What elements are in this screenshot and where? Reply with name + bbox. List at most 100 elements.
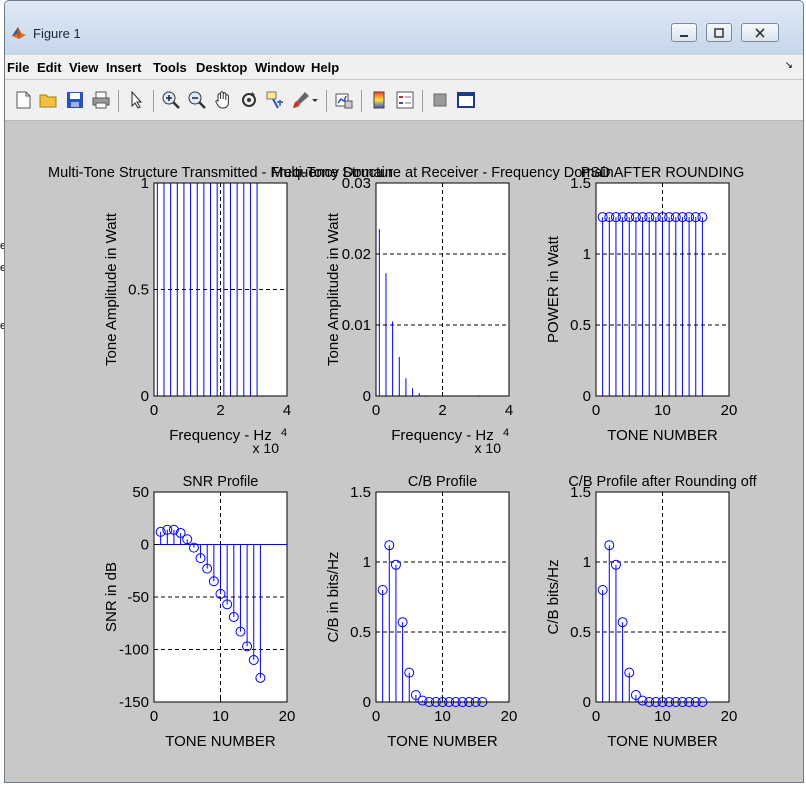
- x-tick-label: 10: [212, 708, 229, 725]
- data-point-marker: [670, 212, 681, 223]
- minimize-icon: [680, 34, 688, 37]
- y-axis-label: POWER in Watt: [545, 235, 562, 343]
- data-point-marker: [390, 559, 401, 570]
- y-tick-label: 0.5: [570, 317, 591, 334]
- legend-icon[interactable]: [395, 90, 415, 110]
- data-point-marker: [657, 212, 668, 223]
- menu-file[interactable]: File: [7, 60, 30, 75]
- hide-plot-tools-icon[interactable]: [430, 90, 450, 110]
- data-point-marker: [182, 534, 193, 545]
- y-axis-label: C/B in bits/Hz: [325, 552, 342, 643]
- chart-title: Multi-Tone Structure at Receiver - Frequ…: [271, 165, 614, 181]
- data-point-marker: [188, 542, 199, 553]
- y-tick-label: 1: [141, 175, 149, 192]
- y-tick-label: 0: [363, 694, 371, 711]
- colorbar-icon[interactable]: [369, 90, 389, 110]
- title-bar[interactable]: Figure 1: [5, 1, 803, 55]
- x-axis-label: Frequency - Hz: [391, 427, 494, 444]
- toolbar-separator: [153, 90, 154, 112]
- y-tick-label: 50: [132, 484, 149, 501]
- menu-window[interactable]: Window: [255, 60, 305, 75]
- data-point-marker: [650, 212, 661, 223]
- data-point-marker: [235, 626, 246, 637]
- menu-desktop[interactable]: Desktop: [196, 60, 248, 75]
- menu-insert[interactable]: Insert: [106, 60, 142, 75]
- x-axis-label: TONE NUMBER: [387, 733, 498, 750]
- y-tick-label: 1: [583, 246, 591, 263]
- x-tick-label: 20: [279, 708, 296, 725]
- new-figure-icon[interactable]: [13, 90, 33, 110]
- print-icon[interactable]: [91, 90, 111, 110]
- data-point-marker: [617, 617, 628, 628]
- data-point-marker: [255, 672, 266, 683]
- menu-view[interactable]: View: [69, 60, 99, 75]
- data-point-marker: [155, 526, 166, 537]
- chart-title: C/B Profile: [408, 474, 477, 490]
- menu-overflow-icon[interactable]: ↘: [784, 60, 793, 71]
- data-point-marker: [610, 559, 621, 570]
- x-tick-label: 0: [372, 708, 380, 725]
- y-tick-label: 0.02: [342, 246, 371, 263]
- data-point-marker: [664, 212, 675, 223]
- zoom-out-icon[interactable]: [187, 90, 207, 110]
- x-tick-label: 0: [150, 402, 158, 419]
- x-tick-label: 4: [283, 402, 291, 419]
- brush-icon[interactable]: [291, 90, 311, 110]
- close-button[interactable]: [741, 23, 779, 42]
- y-tick-label: 0: [141, 388, 149, 405]
- data-point-marker: [597, 585, 608, 595]
- x-tick-label: 10: [434, 708, 451, 725]
- menu-edit[interactable]: Edit: [37, 60, 62, 75]
- data-point-marker: [410, 690, 421, 700]
- y-axis-label: Tone Amplitude in Watt: [103, 212, 120, 366]
- show-plot-tools-icon[interactable]: [456, 90, 476, 110]
- toolbar-separator: [361, 90, 362, 112]
- data-point-marker: [384, 540, 395, 551]
- y-tick-label: 0.01: [342, 317, 371, 334]
- x-tick-label: 0: [372, 402, 380, 419]
- data-point-marker: [637, 212, 648, 223]
- data-point-marker: [208, 576, 219, 587]
- figure-window: Figure 1 File Edit View Insert Tools Des…: [4, 0, 804, 783]
- data-point-marker: [242, 641, 253, 652]
- rotate-icon[interactable]: [239, 90, 259, 110]
- y-axis-label: Tone Amplitude in Watt: [325, 212, 342, 366]
- matlab-logo-icon: [12, 27, 26, 39]
- maximize-button[interactable]: [706, 23, 732, 42]
- y-tick-label: 0.03: [342, 175, 371, 192]
- pointer-icon[interactable]: [126, 90, 146, 110]
- data-cursor-icon[interactable]: [265, 90, 285, 110]
- menu-help[interactable]: Help: [311, 60, 340, 75]
- data-point-marker: [168, 524, 179, 535]
- data-point-marker: [677, 212, 688, 223]
- data-point-marker: [624, 667, 635, 678]
- y-tick-label: 0: [583, 694, 591, 711]
- y-tick-label: 0.5: [128, 282, 149, 299]
- data-point-marker: [417, 695, 428, 706]
- menu-tools[interactable]: Tools: [153, 60, 187, 75]
- data-point-marker: [222, 599, 233, 610]
- figure-canvas[interactable]: 0 2 4 0 0.5 1 Frequency - Hz x 10 4 Tone Amplitud…: [5, 121, 803, 782]
- data-point-marker: [195, 553, 206, 564]
- x-axis-exponent: x 10: [475, 440, 502, 456]
- data-point-marker: [228, 611, 239, 622]
- pan-icon[interactable]: [213, 90, 233, 110]
- y-tick-label: -150: [119, 694, 149, 711]
- save-icon[interactable]: [65, 90, 85, 110]
- open-file-icon[interactable]: [39, 90, 59, 110]
- minimize-button[interactable]: [671, 23, 697, 42]
- zoom-in-icon[interactable]: [161, 90, 181, 110]
- toolbar-separator: [118, 90, 119, 112]
- edge-char: e: [0, 240, 6, 252]
- dropdown-arrow-icon[interactable]: [310, 90, 320, 110]
- data-point-marker: [690, 212, 701, 223]
- data-point-marker: [248, 655, 259, 665]
- data-point-marker: [597, 212, 608, 223]
- toolbar-separator: [326, 90, 327, 112]
- figure-toolbar: [5, 80, 803, 121]
- data-point-marker: [604, 540, 615, 551]
- link-plot-icon[interactable]: [334, 90, 354, 110]
- data-point-marker: [617, 212, 628, 223]
- y-tick-label: 1.5: [350, 484, 371, 501]
